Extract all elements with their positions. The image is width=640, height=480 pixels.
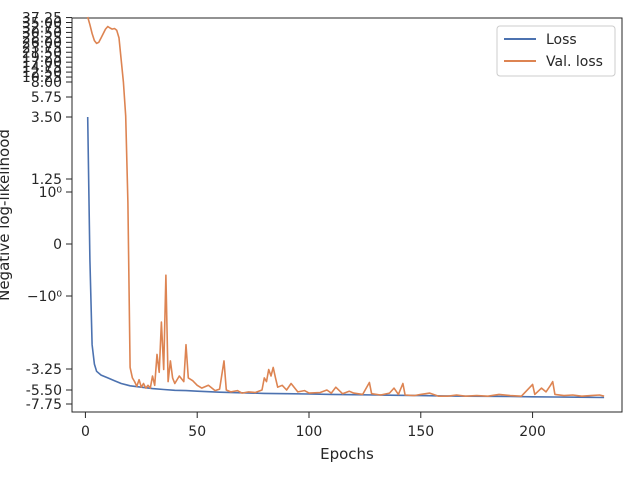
y-tick-label: 26.00 xyxy=(22,35,62,51)
y-tick-label: 17.00 xyxy=(22,55,62,71)
y-axis-ticks: -7.75-5.50-3.25−10⁰010⁰1.253.505.758.001… xyxy=(22,11,72,413)
plot-background xyxy=(71,17,623,413)
y-tick-label: -7.75 xyxy=(26,397,62,413)
y-axis-label: Negative log-likelihood xyxy=(0,129,13,301)
y-tick-label: 35.00 xyxy=(22,16,62,32)
x-tick-label: 200 xyxy=(519,424,546,440)
x-axis-label: Epochs xyxy=(320,445,374,463)
y-tick-label: 14.75 xyxy=(22,60,62,76)
y-tick-label: 5.75 xyxy=(31,90,62,106)
x-tick-label: 0 xyxy=(81,424,90,440)
y-tick-label: −10⁰ xyxy=(27,289,63,305)
y-tick-label: 28.25 xyxy=(22,30,62,46)
legend-label-loss: Loss xyxy=(546,32,577,48)
series-line-val-loss xyxy=(86,16,605,397)
y-tick-label: -3.25 xyxy=(26,362,62,378)
y-tick-label: -5.50 xyxy=(26,383,62,399)
y-tick-label: 21.50 xyxy=(22,45,62,61)
y-tick-label: 12.50 xyxy=(22,65,62,81)
y-tick-label: 30.50 xyxy=(22,25,62,41)
y-tick-label: 1.25 xyxy=(31,172,62,188)
legend-label-val-loss: Val. loss xyxy=(546,54,603,70)
x-tick-label: 100 xyxy=(296,424,323,440)
y-tick-label: 32.75 xyxy=(22,20,62,36)
y-tick-label: 23.75 xyxy=(22,40,62,56)
y-tick-label: 37.25 xyxy=(22,11,62,27)
x-tick-label: 50 xyxy=(188,424,206,440)
y-tick-label: 10.25 xyxy=(22,70,62,86)
y-tick-label: 8.00 xyxy=(31,75,62,91)
x-axis-ticks: 0 50 100 150 200 xyxy=(81,412,546,440)
x-tick-label: 150 xyxy=(407,424,434,440)
y-tick-label: 0 xyxy=(53,237,62,253)
y-tick-label: 19.25 xyxy=(22,50,62,66)
y-tick-label: 10⁰ xyxy=(39,185,63,201)
legend: Loss Val. loss xyxy=(496,25,616,77)
series-layer xyxy=(86,16,605,399)
y-tick-label: 3.50 xyxy=(31,110,62,126)
